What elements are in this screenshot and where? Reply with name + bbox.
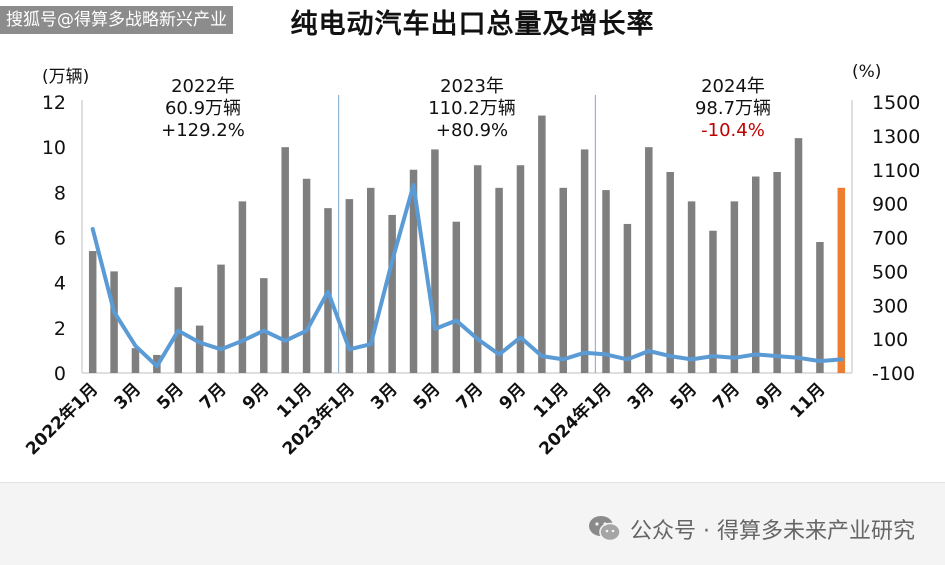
year-growth: +80.9% <box>435 120 509 141</box>
wechat-icon <box>589 516 621 542</box>
bar <box>388 214 396 373</box>
bar <box>580 149 589 373</box>
bar <box>752 176 760 373</box>
left-tick-label: 10 <box>42 137 66 159</box>
bar <box>409 169 418 373</box>
year-total: 60.9万辆 <box>164 98 242 119</box>
right-tick-label: 700 <box>872 228 908 250</box>
right-tick-label: 1300 <box>872 126 920 148</box>
bar <box>730 201 739 373</box>
bar <box>452 221 461 373</box>
year-label: 2023年 <box>440 76 504 97</box>
axes <box>81 95 853 374</box>
x-tick-label: 2022年1月 <box>22 379 103 460</box>
bar <box>773 172 781 373</box>
footer-brand-text: 公众号 · 得算多未来产业研究 <box>630 519 915 544</box>
x-tick-label: 5月 <box>410 379 445 414</box>
year-summary-2024: 2024年 98.7万辆 -10.4% <box>643 76 823 142</box>
bar <box>195 325 204 373</box>
x-tick-label: 3月 <box>110 379 145 414</box>
source-tag: 搜狐号@得算多战略新兴产业 <box>0 6 233 34</box>
right-tick-label: -100 <box>872 363 915 385</box>
labels-group: 0 2 4 6 8 10 12 -100 100 300 500 700 900 1100 1300 1500… <box>22 92 921 459</box>
x-tick-label: 9月 <box>239 379 274 414</box>
bar <box>837 187 846 373</box>
year-summary-2023: 2023年 110.2万辆 +80.9% <box>382 76 562 142</box>
right-tick-label: 900 <box>872 194 908 216</box>
year-growth: -10.4% <box>701 120 765 141</box>
line-group <box>90 183 844 369</box>
x-tick-label: 7月 <box>453 379 488 414</box>
bar <box>516 165 525 373</box>
right-axis-unit: (%) <box>852 62 882 82</box>
bar <box>131 348 140 373</box>
left-tick-label: 4 <box>54 273 66 295</box>
bar <box>709 230 717 373</box>
bar <box>645 147 653 373</box>
left-tick-label: 2 <box>54 318 66 340</box>
x-tick-label: 5月 <box>667 379 702 414</box>
right-tick-label: 1500 <box>872 92 920 114</box>
year-total: 110.2万辆 <box>428 98 516 119</box>
bar <box>302 178 311 373</box>
bar <box>538 115 546 374</box>
left-axis-unit: (万辆) <box>42 67 90 87</box>
x-tick-label: 3月 <box>624 379 659 414</box>
bar <box>687 201 696 373</box>
bar <box>473 165 482 373</box>
bar <box>495 187 503 373</box>
footer-brand: 公众号 · 得算多未来产业研究 <box>588 513 915 545</box>
year-total: 98.7万辆 <box>694 98 772 119</box>
bar <box>816 242 824 373</box>
bar <box>559 187 567 373</box>
bar <box>217 264 225 373</box>
bar <box>431 149 439 373</box>
bar <box>260 278 268 373</box>
x-tick-label: 7月 <box>196 379 231 414</box>
chart-title: 纯电动汽车出口总量及增长率 <box>290 9 655 40</box>
x-tick-label: 9月 <box>495 379 530 414</box>
year-growth: +129.2% <box>161 120 245 141</box>
bar <box>602 190 610 373</box>
left-tick-label: 12 <box>42 92 66 114</box>
right-tick-label: 1100 <box>872 160 920 182</box>
right-tick-label: 500 <box>872 261 908 283</box>
chart-area: 0 2 4 6 8 10 12 -100 100 300 500 700 900 1100 1300 1500… <box>0 6 921 459</box>
bar <box>110 271 118 373</box>
right-tick-label: 300 <box>872 295 908 317</box>
chart-svg: 0 2 4 6 8 10 12 -100 100 300 500 700 900 1100 1300 1500… <box>22 92 921 459</box>
right-tick-label: 100 <box>872 329 908 351</box>
x-tick-label: 7月 <box>709 379 744 414</box>
left-tick-label: 6 <box>54 228 66 250</box>
year-summary-2022: 2022年 60.9万辆 +129.2% <box>113 76 293 142</box>
bar <box>367 187 375 373</box>
bar <box>666 172 674 373</box>
year-label: 2024年 <box>701 76 765 97</box>
year-label: 2022年 <box>171 76 235 97</box>
bar <box>281 147 289 373</box>
x-tick-label: 9月 <box>752 379 787 414</box>
bar <box>794 138 803 373</box>
bar <box>345 199 354 373</box>
growth-rate-line <box>90 183 844 369</box>
bar <box>238 201 247 373</box>
x-tick-label: 5月 <box>153 379 188 414</box>
x-tick-label: 11月 <box>787 379 830 422</box>
x-tick-label: 3月 <box>367 379 402 414</box>
bar <box>88 251 97 373</box>
left-tick-label: 8 <box>54 182 66 204</box>
bars-group <box>88 115 846 374</box>
footer: 公众号 · 得算多未来产业研究 <box>0 482 945 565</box>
left-tick-label: 0 <box>54 363 66 385</box>
bar <box>623 223 632 373</box>
